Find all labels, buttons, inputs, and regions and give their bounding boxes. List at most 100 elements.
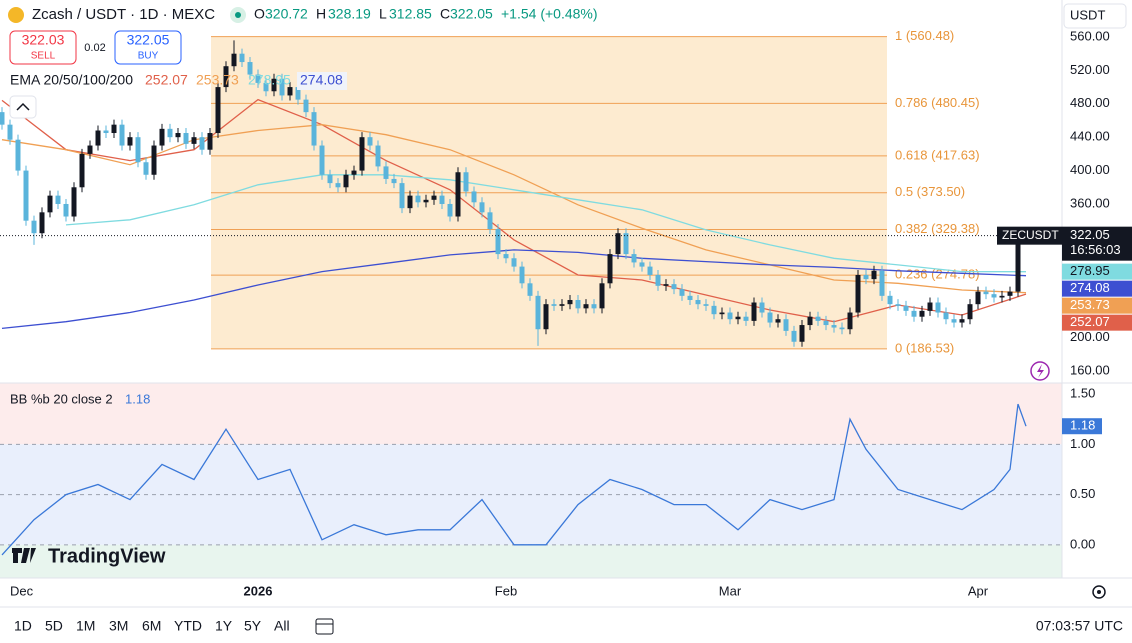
candle-body <box>407 195 413 209</box>
candle-body <box>679 289 685 296</box>
ohlc-l-label: L <box>379 6 387 22</box>
candle-body <box>559 304 565 306</box>
candle-body <box>711 305 717 315</box>
timeframe-button[interactable]: 6M <box>142 618 161 634</box>
ohlc-low: 312.85 <box>389 6 432 22</box>
candle-body <box>0 112 5 125</box>
candle-body <box>527 283 533 296</box>
candle-body <box>847 312 853 330</box>
candle-body <box>295 87 301 100</box>
ema-line <box>1 124 1027 294</box>
candle-body <box>639 262 645 267</box>
ema-price-tag-bg <box>1062 314 1132 331</box>
timeframe-button[interactable]: 3M <box>109 618 128 634</box>
candle-body <box>263 82 269 92</box>
sell-button[interactable] <box>9 30 77 65</box>
bb-upper-zone <box>0 383 1062 445</box>
candle-body <box>367 137 373 146</box>
candle-body <box>311 112 317 146</box>
symbol-title: Zcash / USDT · 1D · MEXC <box>32 6 215 23</box>
candle-body <box>855 274 861 313</box>
candle-body <box>863 274 869 280</box>
candle-body <box>575 300 581 309</box>
candle-body <box>71 187 77 217</box>
candle-body <box>583 304 589 309</box>
bb-value-tag-bg <box>1062 418 1102 435</box>
ema-price-tag-bg <box>1062 280 1132 297</box>
candle-body <box>119 124 125 146</box>
currency-dropdown[interactable] <box>1063 3 1127 29</box>
candle-body <box>519 266 525 284</box>
ohlc-o-label: O <box>254 6 265 22</box>
candle-body <box>447 203 453 217</box>
candle-body <box>759 302 765 313</box>
candle-body <box>23 170 29 221</box>
candle-body <box>143 162 149 175</box>
candle-body <box>31 220 37 234</box>
fib-label: 1 (560.48) <box>895 28 954 43</box>
timeframe-button[interactable]: 1D <box>14 618 32 634</box>
candle-body <box>831 325 837 328</box>
bb-legend-label: BB %b 20 close 2 <box>10 391 113 406</box>
candle-body <box>95 130 101 146</box>
candle-body <box>631 254 637 263</box>
candle-body <box>327 174 333 184</box>
candle-body <box>751 302 757 321</box>
fib-label: 0.618 (417.63) <box>895 147 980 162</box>
logo-icon <box>12 548 36 563</box>
bb-line <box>1 403 1027 556</box>
ohlc-h-label: H <box>316 6 326 22</box>
settings-icon[interactable] <box>1092 585 1106 599</box>
candle-body <box>375 145 381 167</box>
candle-body <box>671 284 677 290</box>
candle-body <box>455 172 461 217</box>
candle-body <box>191 137 197 144</box>
fib-label: 0.786 (480.45) <box>895 95 980 110</box>
timeframe-button[interactable]: YTD <box>174 618 202 634</box>
candle-body <box>63 203 69 217</box>
candle-body <box>431 195 437 200</box>
candle-body <box>207 133 213 150</box>
toolbar: 1D 5D 1M 3M 6M YTD 1Y 5Y All <box>14 618 290 634</box>
bid-price: 322.03 <box>22 32 65 48</box>
ema-legend-value: 278.95 <box>248 72 291 88</box>
timeframe-button[interactable]: 1M <box>76 618 95 634</box>
y-tick-label: 440.00 <box>1070 129 1110 144</box>
symbol-tag: ZECUSDT <box>1002 228 1059 242</box>
ohlc-high: 328.19 <box>328 6 371 22</box>
candle-body <box>175 133 181 138</box>
candle-body <box>663 284 669 286</box>
timeframe-button[interactable]: All <box>274 618 290 634</box>
candle-body <box>991 294 997 298</box>
candle-body <box>927 302 933 311</box>
y-tick-label: 160.00 <box>1070 362 1110 377</box>
fib-label: 0 (186.53) <box>895 340 954 355</box>
y-tick-label: 200.00 <box>1070 329 1110 344</box>
calendar-icon[interactable] <box>315 618 334 635</box>
candle-body <box>551 304 557 306</box>
bb-tick-label: 1.50 <box>1070 385 1095 400</box>
collapse-button[interactable] <box>9 95 37 119</box>
buy-button[interactable] <box>114 30 182 65</box>
candle-body <box>127 137 133 146</box>
timeframe-button[interactable]: 5D <box>45 618 63 634</box>
candle-body <box>591 304 597 309</box>
candle-body <box>183 133 189 144</box>
ema-legend-value: 253.73 <box>196 72 239 88</box>
candle-body <box>743 316 749 321</box>
ema-price-tag: 278.95 <box>1070 263 1110 278</box>
candle-body <box>239 53 245 63</box>
candle-body <box>999 295 1005 298</box>
x-tick-label: Dec <box>10 583 34 598</box>
fib-label: 0.382 (329.38) <box>895 221 980 236</box>
candle-body <box>479 202 485 213</box>
timeframe-button[interactable]: 5Y <box>244 618 262 634</box>
candle-body <box>655 274 661 286</box>
candle-body <box>839 327 845 330</box>
timeframe-button[interactable]: 1Y <box>215 618 233 634</box>
candle-body <box>511 258 517 267</box>
candle-body <box>47 195 53 213</box>
candle-body <box>319 145 325 175</box>
x-tick-label: Apr <box>968 583 989 598</box>
